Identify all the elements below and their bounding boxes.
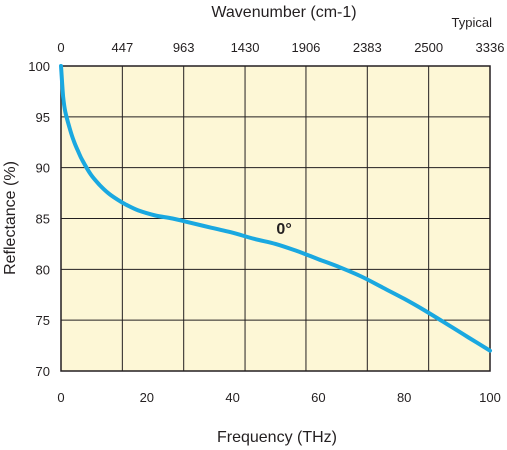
y-tick-label: 100	[28, 59, 50, 74]
y-tick-label: 95	[36, 110, 50, 125]
curve-label: 0°	[276, 221, 291, 238]
top-axis-title: Wavenumber (cm-1)	[211, 4, 356, 21]
top-tick-label: 447	[111, 40, 133, 55]
top-tick-label: 2500	[414, 40, 443, 55]
top-tick-label: 1906	[291, 40, 320, 55]
x-tick-label: 20	[140, 390, 154, 405]
x-tick-label: 40	[225, 390, 239, 405]
y-tick-label: 80	[36, 262, 50, 277]
series-line	[59, 64, 492, 353]
x-tick-label: 100	[479, 390, 501, 405]
x-axis-title: Frequency (THz)	[217, 429, 337, 446]
x-tick-label: 60	[311, 390, 325, 405]
x-tick-label: 0	[57, 390, 64, 405]
y-axis-title: Reflectance (%)	[2, 161, 19, 275]
x-tick-labels: 0 20 40 60 80 100	[57, 390, 500, 405]
data-series	[59, 64, 492, 353]
top-tick-label: 1430	[231, 40, 260, 55]
top-tick-label: 0	[57, 40, 64, 55]
gridlines	[61, 66, 490, 371]
y-tick-label: 75	[36, 313, 50, 328]
top-tick-labels: 0 447 963 1430 1906 2383 2500 3336	[57, 40, 504, 55]
y-tick-label: 70	[36, 364, 50, 379]
y-tick-labels: 100 95 90 85 80 75 70	[28, 59, 50, 379]
y-tick-label: 90	[36, 161, 50, 176]
top-tick-label: 2383	[353, 40, 382, 55]
top-tick-label: 963	[173, 40, 195, 55]
top-tick-label: 3336	[476, 40, 505, 55]
corner-label: Typical	[452, 15, 493, 30]
y-tick-label: 85	[36, 212, 50, 227]
x-tick-label: 80	[397, 390, 411, 405]
